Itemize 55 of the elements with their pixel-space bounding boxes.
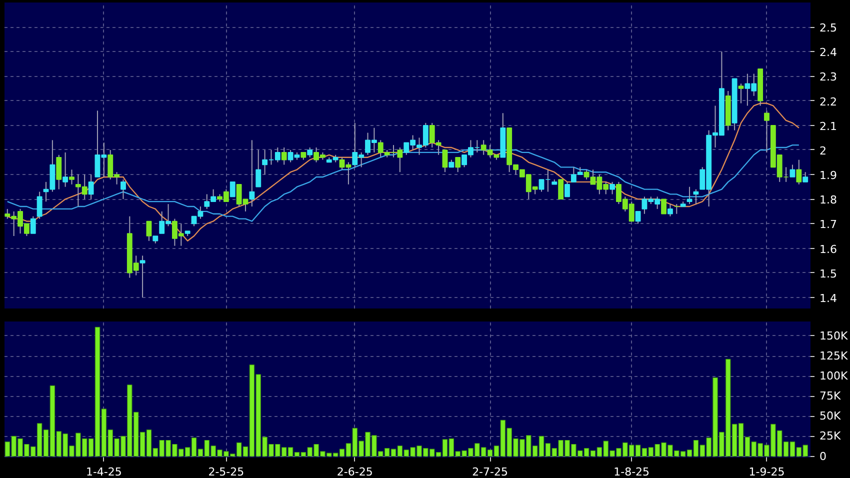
candlestick — [764, 110, 770, 153]
y-tick-label: 75K — [820, 390, 842, 403]
y-tick-label: 2.3 — [820, 70, 837, 84]
candlestick — [738, 83, 744, 104]
x-tick-label: 2-5-25 — [208, 466, 244, 478]
x-tick-label: 2-7-25 — [472, 466, 508, 478]
candlestick — [249, 140, 255, 207]
candlestick — [635, 210, 641, 224]
y-tick-label: 25K — [820, 430, 842, 443]
candlestick — [36, 191, 42, 220]
candlestick — [30, 216, 36, 234]
y-tick-label: 2 — [820, 144, 826, 158]
y-tick-label: 2.2 — [820, 95, 837, 108]
candlestick — [281, 147, 287, 166]
y-tick-label: 1.9 — [820, 169, 837, 182]
candlestick — [140, 255, 146, 298]
y-tick-label: 50K — [820, 410, 842, 423]
candlestick — [307, 147, 313, 158]
candlestick — [69, 169, 74, 185]
candlestick — [442, 149, 448, 173]
y-tick-label: 0 — [820, 450, 826, 463]
x-tick-label: 2-6-25 — [336, 466, 373, 478]
candlestick — [88, 174, 94, 200]
x-tick-label: 1-8-25 — [614, 466, 650, 478]
x-tick-label: 1-9-25 — [748, 466, 785, 478]
candlestick — [674, 204, 680, 214]
y-tick-label: 1.5 — [820, 267, 837, 280]
y-tick-label: 150K — [820, 329, 848, 342]
candlestick — [693, 188, 699, 205]
y-tick-label: 2.5 — [820, 22, 837, 35]
candlestick — [558, 179, 564, 200]
y-tick-label: 2.4 — [820, 46, 837, 60]
candlestick — [790, 164, 796, 178]
candlestick — [146, 220, 152, 242]
y-tick-label: 1.6 — [820, 242, 837, 256]
y-tick-label: 2.1 — [820, 120, 837, 133]
candlestick — [230, 182, 236, 198]
candlestick — [796, 159, 802, 185]
candlestick — [256, 149, 262, 188]
y-tick-label: 125K — [820, 350, 848, 362]
y-tick-label: 1.4 — [820, 292, 837, 305]
candlestick — [564, 181, 570, 198]
candlestick — [686, 186, 692, 205]
candlestick — [802, 172, 808, 182]
x-tick-label: 1-4-25 — [86, 466, 122, 478]
y-tick-label: 1.7 — [820, 218, 837, 232]
candlestick — [120, 178, 126, 200]
candlestick — [455, 156, 461, 173]
candlestick — [62, 152, 68, 188]
candlestick — [610, 181, 616, 195]
y-tick-label: 1.8 — [820, 194, 837, 207]
candlestick — [56, 154, 62, 190]
y-tick-label: 100K — [820, 370, 848, 383]
candlestick — [661, 198, 666, 214]
candlestick — [668, 204, 673, 217]
